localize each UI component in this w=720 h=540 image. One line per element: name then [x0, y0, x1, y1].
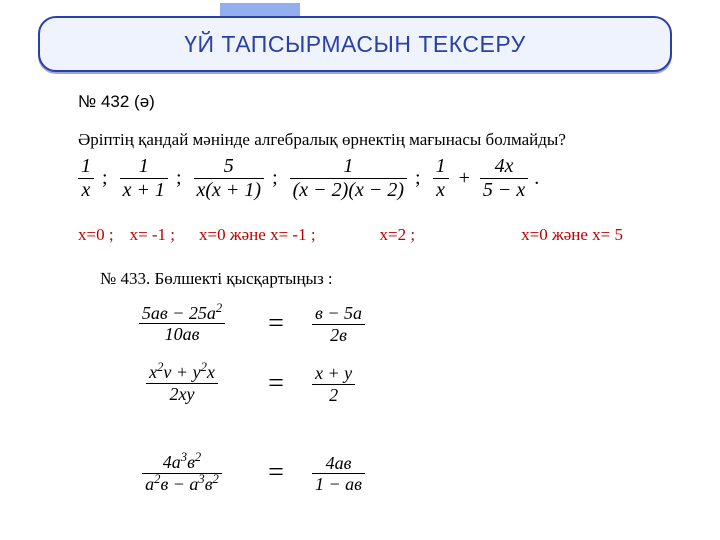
- answer-4: х=2 ;: [380, 225, 416, 245]
- equals-3: =: [246, 457, 306, 489]
- task-432-question: Әріптің қандай мәнінде алгебралық өрнект…: [78, 130, 678, 150]
- simplify-row-3: 4a3в2 a2в − a3в2 = 4ав 1 − ав: [118, 453, 678, 495]
- separator: ;: [176, 167, 182, 190]
- expr-3: 5 x(x + 1): [194, 156, 265, 201]
- expr-2: 1 x + 1: [120, 156, 168, 201]
- separator: ;: [102, 167, 108, 190]
- simplify-row-2: x2v + y2x 2xy = x + y 2: [118, 363, 678, 405]
- task-432-expressions: 1 x ; 1 x + 1 ; 5 x(x + 1) ; 1 (x − 2)(x…: [78, 156, 678, 201]
- separator: ;: [272, 167, 278, 190]
- plus-sign: +: [459, 167, 470, 190]
- title-pill: ҮЙ ТАПСЫРМАСЫН ТЕКСЕРУ: [38, 16, 672, 72]
- answer-5: х=0 және х= 5: [521, 225, 623, 245]
- lhs-2: x2v + y2x 2xy: [146, 363, 218, 404]
- answer-3: х=0 және х= -1 ;: [199, 225, 316, 245]
- accent-bar: [220, 3, 300, 17]
- lhs-1: 5ав − 25a2 10ав: [139, 304, 225, 345]
- answer-1: х=0 ;: [78, 225, 114, 245]
- expr-5a: 1 x: [433, 156, 449, 201]
- content-area: № 432 (ә) Әріптің қандай мәнінде алгебра…: [78, 92, 678, 494]
- full-stop: .: [534, 167, 539, 190]
- separator: ;: [415, 167, 421, 190]
- title-text: ҮЙ ТАПСЫРМАСЫН ТЕКСЕРУ: [184, 31, 526, 58]
- task-433-number: № 433. Бөлшекті қысқартыңыз :: [100, 269, 678, 289]
- simplify-row-1: 5ав − 25a2 10ав = в − 5a 2в: [118, 303, 678, 345]
- slide: ҮЙ ТАПСЫРМАСЫН ТЕКСЕРУ № 432 (ә) Әріптің…: [0, 0, 720, 540]
- lhs-3: 4a3в2 a2в − a3в2: [142, 453, 222, 494]
- equals-1: =: [246, 308, 306, 340]
- task-432-answers: х=0 ; х= -1 ; х=0 және х= -1 ; х=2 ; х=0…: [78, 225, 678, 245]
- task-432-number: № 432 (ә): [78, 92, 678, 112]
- answer-2: х= -1 ;: [130, 225, 175, 245]
- task-433-rows: 5ав − 25a2 10ав = в − 5a 2в x2v + y2x 2x…: [118, 303, 678, 494]
- rhs-2: x + y 2: [312, 364, 355, 405]
- expr-5b: 4x 5 − x: [480, 156, 528, 201]
- equals-2: =: [246, 368, 306, 400]
- rhs-3: 4ав 1 − ав: [312, 454, 365, 495]
- rhs-1: в − 5a 2в: [312, 304, 365, 345]
- expr-4: 1 (x − 2)(x − 2): [290, 156, 407, 201]
- expr-1: 1 x: [78, 156, 94, 201]
